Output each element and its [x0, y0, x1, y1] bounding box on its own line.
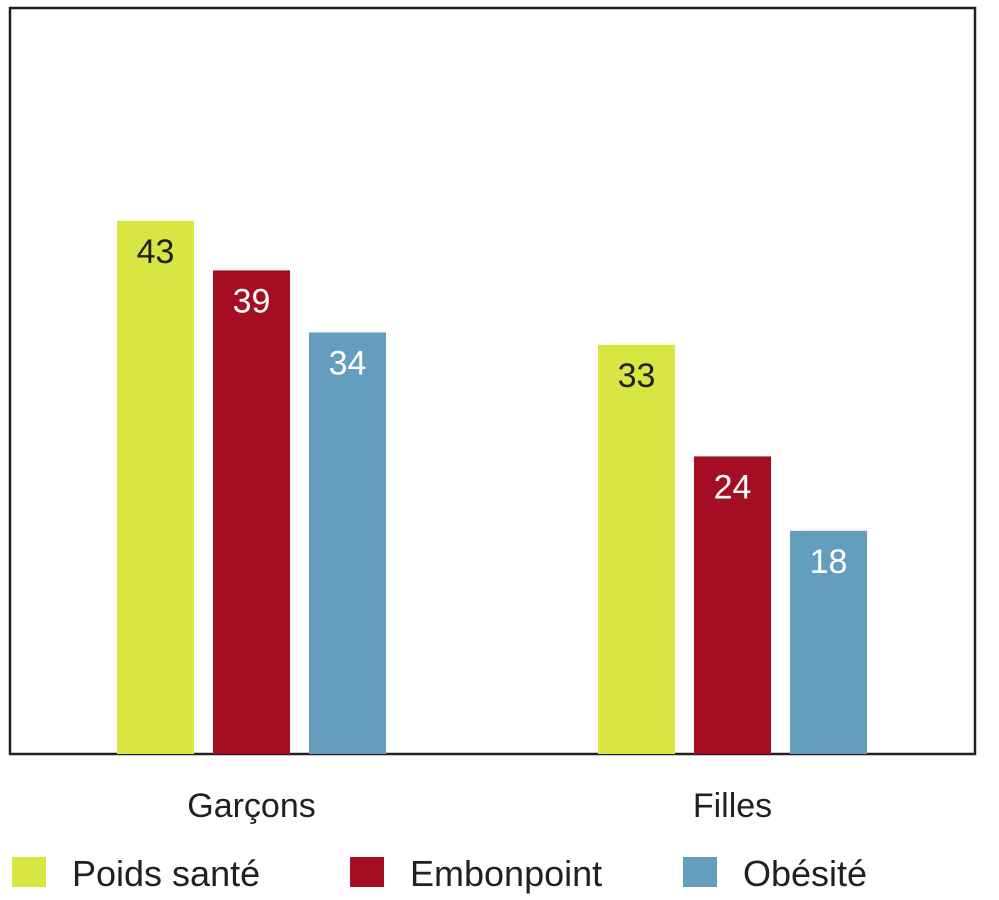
bars-layer: [117, 220, 867, 755]
bar-garcons-embonpoint: [213, 270, 290, 754]
legend: Poids santé Embonpoint Obésité: [12, 853, 867, 894]
bar-filles-poids-sante: [598, 344, 675, 754]
value-labels-layer: 43 39 34 33 24 18: [137, 233, 848, 581]
bar-garcons-poids-sante: [117, 220, 194, 755]
legend-swatch-embonpoint: [350, 857, 384, 887]
value-label-filles-poids-sante: 33: [618, 357, 656, 395]
legend-label-obesite: Obésité: [743, 853, 867, 894]
value-label-garcons-embonpoint: 39: [233, 282, 271, 320]
value-label-garcons-obesite: 34: [329, 344, 367, 382]
legend-swatch-obesite: [683, 857, 717, 887]
bar-filles-obesite: [790, 530, 867, 754]
category-label-garcons: Garçons: [187, 787, 316, 825]
value-label-garcons-poids-sante: 43: [137, 233, 175, 271]
value-label-filles-embonpoint: 24: [714, 468, 752, 506]
bar-garcons-obesite: [309, 332, 386, 754]
legend-label-poids-sante: Poids santé: [72, 853, 260, 894]
value-label-filles-obesite: 18: [810, 543, 848, 581]
category-label-filles: Filles: [693, 787, 772, 825]
bar-filles-embonpoint: [694, 456, 771, 754]
category-labels-layer: Garçons Filles: [187, 787, 772, 825]
legend-label-embonpoint: Embonpoint: [410, 853, 602, 894]
legend-swatch-poids-sante: [12, 857, 46, 887]
